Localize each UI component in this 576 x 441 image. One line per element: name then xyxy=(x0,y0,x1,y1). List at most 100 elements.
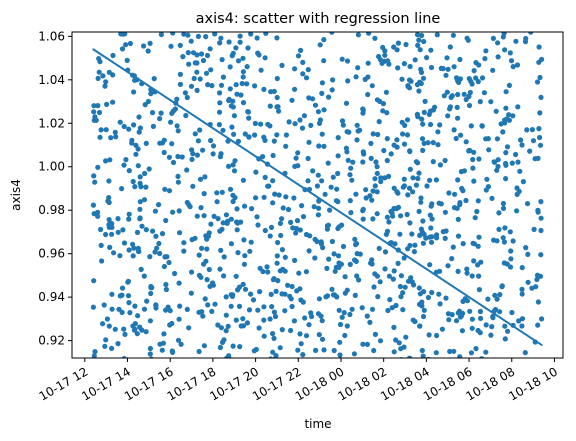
scatter-point xyxy=(337,321,344,328)
scatter-point xyxy=(336,307,342,313)
scatter-point xyxy=(110,99,116,105)
scatter-point xyxy=(514,185,520,191)
scatter-point xyxy=(201,191,207,197)
scatter-point xyxy=(477,99,483,105)
scatter-point xyxy=(406,185,413,191)
scatter-point xyxy=(364,313,370,319)
scatter-point xyxy=(503,150,509,156)
scatter-point xyxy=(126,247,132,253)
scatter-point xyxy=(273,353,279,358)
scatter-point xyxy=(300,214,307,220)
scatter-point xyxy=(427,212,433,218)
scatter-point xyxy=(169,320,175,327)
scatter-point xyxy=(299,125,306,131)
scatter-point xyxy=(407,148,413,155)
scatter-point xyxy=(234,227,240,233)
scatter-point xyxy=(494,136,500,142)
scatter-point xyxy=(314,183,320,189)
scatter-point xyxy=(407,220,413,226)
scatter-point xyxy=(242,203,248,209)
scatter-point xyxy=(91,278,97,284)
scatter-point xyxy=(435,129,441,135)
scatter-point xyxy=(298,297,304,303)
scatter-point xyxy=(490,35,496,42)
scatter-point xyxy=(224,355,230,358)
scatter-point xyxy=(198,205,204,211)
scatter-point xyxy=(417,47,423,53)
scatter-point xyxy=(166,188,173,194)
scatter-point xyxy=(175,173,181,179)
scatter-point xyxy=(227,186,234,192)
scatter-point xyxy=(514,62,521,68)
scatter-point xyxy=(131,89,137,95)
scatter-point xyxy=(404,117,411,123)
scatter-point xyxy=(330,77,336,83)
scatter-point xyxy=(103,79,109,85)
scatter-point xyxy=(483,322,489,328)
scatter-point xyxy=(248,291,254,297)
scatter-point xyxy=(451,348,457,354)
scatter-point xyxy=(368,155,374,161)
scatter-point xyxy=(513,151,519,158)
scatter-point xyxy=(382,249,389,255)
scatter-point xyxy=(308,122,314,128)
scatter-point xyxy=(532,156,538,162)
scatter-point xyxy=(502,336,508,342)
scatter-point xyxy=(365,60,371,66)
scatter-point xyxy=(141,306,148,312)
scatter-point xyxy=(447,106,453,112)
scatter-point xyxy=(360,206,366,212)
scatter-point xyxy=(285,206,292,213)
scatter-point xyxy=(507,264,514,270)
scatter-point xyxy=(293,225,299,232)
scatter-point xyxy=(98,226,104,233)
scatter-point xyxy=(410,317,416,323)
scatter-point xyxy=(445,263,451,269)
scatter-point xyxy=(319,80,325,86)
scatter-point xyxy=(176,280,182,286)
scatter-point xyxy=(174,123,180,129)
scatter-point xyxy=(427,121,434,128)
scatter-point xyxy=(519,323,525,329)
scatter-point xyxy=(257,289,263,295)
scatter-point xyxy=(199,245,205,251)
scatter-point xyxy=(286,119,292,125)
scatter-point xyxy=(344,58,351,64)
scatter-point xyxy=(235,138,241,144)
scatter-point xyxy=(226,96,232,102)
scatter-point xyxy=(137,125,143,131)
scatter-point xyxy=(534,276,540,283)
scatter-point xyxy=(382,175,388,181)
scatter-point xyxy=(293,230,299,236)
scatter-point xyxy=(261,317,267,323)
scatter-point xyxy=(240,74,246,80)
scatter-point xyxy=(387,297,393,303)
scatter-point xyxy=(204,277,210,283)
scatter-point xyxy=(231,131,237,137)
scatter-point xyxy=(254,35,260,41)
scatter-point xyxy=(198,51,205,57)
scatter-point xyxy=(204,236,210,242)
scatter-point xyxy=(475,243,481,249)
scatter-point xyxy=(353,242,359,248)
scatter-point xyxy=(163,281,169,288)
scatter-point xyxy=(442,157,448,164)
scatter-point xyxy=(347,311,353,318)
scatter-point xyxy=(517,168,523,174)
scatter-point xyxy=(415,175,421,182)
scatter-point xyxy=(449,93,455,99)
scatter-point xyxy=(117,119,123,125)
scatter-point xyxy=(525,251,531,257)
scatter-point xyxy=(503,176,509,182)
scatter-point xyxy=(395,65,401,71)
scatter-point xyxy=(100,321,106,327)
scatter-point xyxy=(348,165,354,171)
scatter-point xyxy=(386,219,392,225)
scatter-point xyxy=(377,338,384,344)
scatter-point xyxy=(508,256,514,262)
scatter-point xyxy=(326,256,332,262)
scatter-point xyxy=(407,242,413,249)
scatter-point xyxy=(502,323,508,329)
scatter-point xyxy=(508,248,514,254)
